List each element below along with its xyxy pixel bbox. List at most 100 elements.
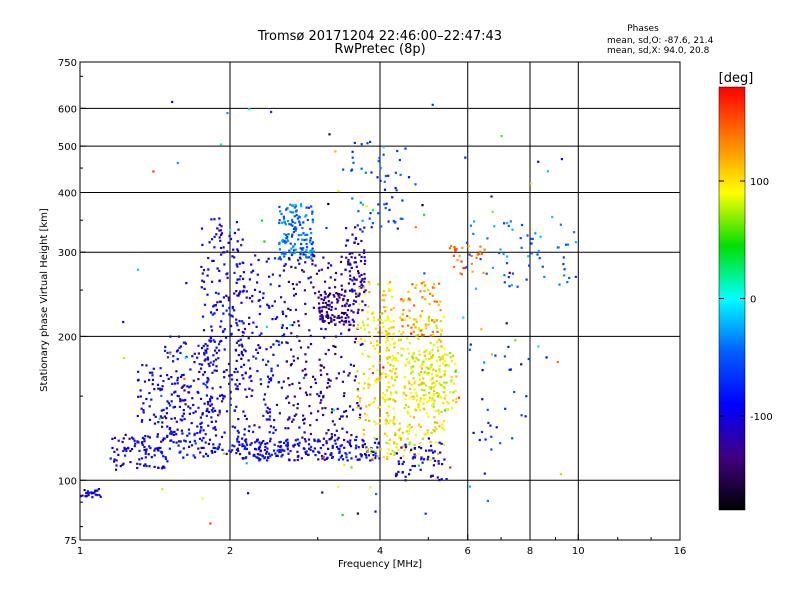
data-point bbox=[377, 160, 380, 163]
data-point bbox=[400, 354, 403, 357]
data-point bbox=[304, 261, 307, 264]
data-point bbox=[438, 282, 441, 285]
data-point bbox=[436, 330, 439, 333]
data-point bbox=[281, 334, 284, 338]
data-point bbox=[367, 450, 370, 453]
data-point bbox=[313, 447, 316, 450]
data-point bbox=[258, 290, 261, 293]
data-point bbox=[264, 442, 267, 446]
data-point bbox=[506, 222, 509, 225]
data-point bbox=[348, 304, 352, 307]
data-point bbox=[382, 146, 385, 149]
data-point bbox=[326, 266, 330, 269]
data-point bbox=[445, 478, 448, 481]
data-point bbox=[366, 142, 369, 145]
data-point bbox=[433, 399, 436, 402]
data-point bbox=[403, 386, 407, 389]
data-point bbox=[294, 439, 297, 442]
data-point bbox=[159, 374, 162, 377]
data-point bbox=[291, 283, 294, 286]
data-point bbox=[349, 274, 352, 277]
data-point bbox=[372, 450, 375, 453]
data-point bbox=[136, 268, 140, 271]
data-point bbox=[280, 341, 284, 344]
data-point bbox=[422, 360, 425, 364]
data-point bbox=[305, 450, 308, 453]
data-point bbox=[240, 352, 243, 355]
data-point bbox=[236, 429, 239, 432]
data-point bbox=[383, 400, 387, 403]
data-point bbox=[444, 408, 447, 411]
data-point bbox=[115, 468, 118, 471]
data-point bbox=[223, 251, 226, 254]
data-point bbox=[218, 280, 221, 283]
data-point bbox=[423, 371, 426, 374]
data-point bbox=[360, 167, 363, 170]
data-point bbox=[270, 367, 273, 370]
data-point bbox=[234, 426, 237, 429]
data-point bbox=[283, 233, 286, 236]
data-point bbox=[422, 402, 425, 405]
data-point bbox=[269, 437, 272, 440]
data-point bbox=[324, 452, 327, 455]
data-point bbox=[345, 456, 348, 459]
data-point bbox=[319, 318, 322, 321]
data-point bbox=[200, 286, 203, 289]
data-point bbox=[153, 454, 156, 457]
data-point bbox=[354, 455, 358, 458]
data-point bbox=[366, 447, 369, 450]
data-point bbox=[367, 377, 370, 380]
data-point bbox=[502, 253, 505, 256]
data-point bbox=[309, 448, 312, 451]
data-point bbox=[230, 314, 233, 317]
data-point bbox=[213, 246, 216, 249]
data-point bbox=[357, 242, 360, 245]
data-point bbox=[285, 237, 289, 240]
data-point bbox=[241, 238, 244, 241]
data-point bbox=[520, 223, 524, 227]
data-point bbox=[343, 446, 346, 449]
data-point bbox=[291, 224, 294, 227]
data-point bbox=[151, 371, 154, 374]
data-point bbox=[256, 281, 259, 284]
data-point bbox=[399, 427, 402, 430]
data-point bbox=[391, 337, 394, 340]
data-point bbox=[275, 403, 279, 406]
data-point bbox=[206, 347, 209, 350]
data-point bbox=[97, 488, 100, 491]
data-point bbox=[397, 470, 400, 473]
data-point bbox=[173, 405, 176, 408]
data-point bbox=[368, 217, 371, 220]
data-point bbox=[427, 323, 430, 326]
data-point bbox=[432, 354, 435, 357]
data-point bbox=[514, 339, 517, 342]
data-point bbox=[356, 323, 360, 326]
data-point bbox=[423, 433, 426, 436]
data-point bbox=[157, 387, 160, 390]
data-point bbox=[422, 394, 425, 397]
data-point bbox=[387, 282, 390, 286]
data-point bbox=[388, 397, 391, 400]
data-point bbox=[136, 466, 139, 470]
data-point bbox=[349, 405, 352, 408]
data-point bbox=[145, 448, 148, 451]
data-point bbox=[243, 428, 246, 431]
data-point bbox=[304, 312, 307, 316]
data-point bbox=[412, 398, 415, 401]
data-point bbox=[181, 432, 184, 435]
data-point bbox=[410, 332, 413, 335]
data-point bbox=[202, 269, 206, 272]
data-point bbox=[276, 364, 279, 367]
data-point bbox=[433, 300, 436, 303]
data-point bbox=[181, 385, 184, 388]
data-point bbox=[454, 362, 457, 365]
data-point bbox=[331, 408, 334, 411]
data-point bbox=[354, 226, 357, 229]
data-point bbox=[225, 452, 228, 455]
data-point bbox=[218, 269, 221, 272]
data-point bbox=[265, 348, 268, 351]
data-point bbox=[427, 455, 430, 458]
data-point bbox=[312, 306, 315, 309]
data-point bbox=[219, 300, 222, 303]
data-point bbox=[212, 354, 215, 357]
